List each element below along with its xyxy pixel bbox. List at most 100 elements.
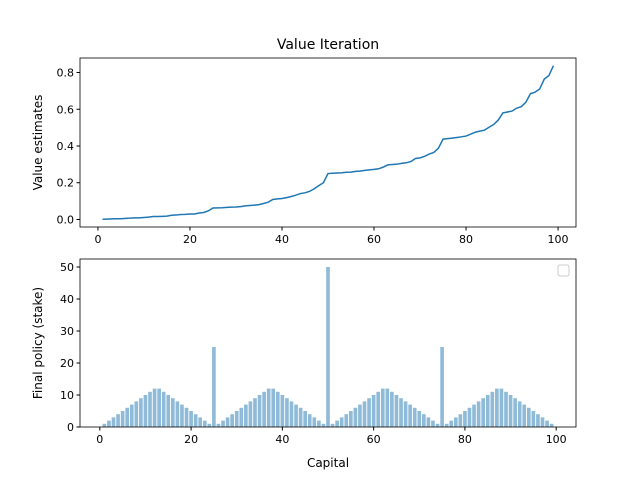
x-tick-label: 80 [459, 233, 473, 246]
bar [221, 420, 225, 427]
bar [230, 414, 234, 427]
bar [545, 420, 549, 427]
bar [540, 417, 545, 427]
bar [280, 395, 285, 427]
legend-box [557, 264, 570, 277]
bar [321, 423, 326, 427]
bar [376, 391, 381, 427]
y-tick-label: 0.6 [57, 103, 75, 116]
bar [107, 420, 111, 427]
bar [412, 407, 417, 427]
x-tick-label: 0 [94, 233, 101, 246]
bar [458, 414, 463, 427]
chart-title: Value Iteration [277, 37, 379, 53]
bar [212, 347, 216, 427]
bar [253, 398, 257, 427]
bar [467, 407, 472, 427]
bar [513, 398, 517, 427]
x-tick-label: 20 [183, 233, 197, 246]
bar [125, 407, 130, 427]
bar [184, 407, 189, 427]
bar [116, 414, 120, 427]
bar [193, 414, 198, 427]
y-tick-label: 20 [60, 357, 74, 370]
bar [390, 391, 394, 427]
bar [453, 417, 458, 427]
bar [294, 404, 298, 427]
bar [362, 401, 367, 427]
y-tick-label: 50 [60, 261, 74, 274]
y-tick-label: 40 [60, 293, 74, 306]
bar [495, 388, 499, 427]
bar [440, 347, 444, 427]
bar [152, 388, 157, 427]
bar [271, 388, 276, 427]
bar [371, 395, 376, 427]
bar [166, 395, 171, 427]
bar [239, 407, 244, 427]
bar [189, 411, 193, 427]
bar [348, 411, 353, 427]
bar [426, 417, 431, 427]
bar [522, 404, 527, 427]
bar [508, 395, 513, 427]
bar [289, 401, 294, 427]
bar [330, 423, 335, 427]
bar [536, 414, 540, 427]
bar [339, 417, 344, 427]
bar [380, 388, 385, 427]
x-tick-label: 40 [275, 233, 289, 246]
bar [394, 395, 399, 427]
x-tick-label: 60 [367, 233, 381, 246]
bar [485, 395, 490, 427]
bar [303, 411, 308, 427]
bar [102, 423, 107, 427]
x-tick-label: 100 [548, 233, 569, 246]
bar [129, 404, 134, 427]
bar [262, 391, 266, 427]
x-tick-label: 80 [458, 433, 472, 446]
axes-frame [79, 57, 577, 228]
bar [234, 411, 239, 427]
bar [431, 420, 435, 427]
y-tick-label: 0 [67, 421, 74, 434]
y-tick-label: 0.0 [57, 213, 75, 226]
bar [472, 404, 476, 427]
bar [326, 267, 330, 427]
y-tick-label: 0.4 [57, 140, 75, 153]
bar [248, 401, 253, 427]
bar [504, 391, 508, 427]
bar [490, 391, 495, 427]
bar [335, 420, 339, 427]
bar [244, 404, 248, 427]
bar [120, 411, 125, 427]
bar [171, 398, 175, 427]
bar [257, 395, 262, 427]
bar [198, 417, 203, 427]
bar [275, 391, 280, 427]
bar [207, 423, 212, 427]
bar [202, 420, 207, 427]
bar [449, 420, 454, 427]
bar [111, 417, 116, 427]
x-axis-label: Capital [307, 456, 349, 470]
bar [526, 407, 531, 427]
bar [476, 401, 481, 427]
bar [367, 398, 371, 427]
bar [317, 420, 321, 427]
bar [358, 404, 362, 427]
bar [216, 423, 221, 427]
bar [422, 414, 426, 427]
bar [139, 398, 143, 427]
x-tick-label: 20 [184, 433, 198, 446]
x-tick-label: 60 [367, 433, 381, 446]
bar [531, 411, 536, 427]
bar [403, 401, 408, 427]
bar [444, 423, 449, 427]
x-tick-label: 40 [275, 433, 289, 446]
bar [143, 395, 148, 427]
bar [517, 401, 522, 427]
bar [353, 407, 358, 427]
bar [312, 417, 317, 427]
